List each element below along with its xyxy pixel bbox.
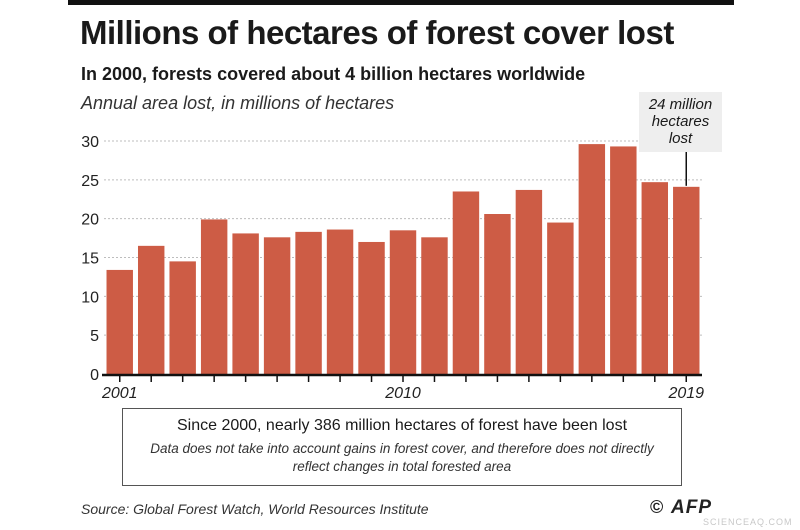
- y-axis-label: Annual area lost, in millions of hectare…: [81, 93, 395, 113]
- x-tick-label: 2019: [667, 385, 704, 402]
- source-text: Source: Global Forest Watch, World Resou…: [81, 501, 429, 517]
- bar-2019: [673, 186, 700, 374]
- bar-2004: [200, 219, 228, 374]
- afp-logo: AFP: [671, 497, 712, 518]
- bar-2013: [484, 214, 511, 374]
- x-tick-label: 2010: [384, 385, 421, 402]
- note-box: Since 2000, nearly 386 million hectares …: [122, 408, 682, 486]
- y-tick-label: 10: [81, 289, 99, 306]
- y-tick-label: 25: [81, 173, 99, 190]
- y-tick-label: 0: [90, 367, 99, 384]
- bar-2005: [232, 233, 259, 374]
- bar-2003: [169, 261, 196, 374]
- annotation-box: 24 million hectares lost: [639, 92, 722, 152]
- y-tick-label: 20: [81, 212, 99, 229]
- watermark-text: SCIENCEAQ.COM: [703, 517, 793, 527]
- bar-2009: [358, 241, 385, 374]
- bar-2008: [326, 229, 354, 374]
- bar-2001: [106, 269, 133, 374]
- bar-2007: [295, 231, 322, 374]
- bar-2012: [452, 191, 480, 374]
- bar-2015: [547, 222, 574, 374]
- copyright-symbol: ©: [650, 497, 664, 517]
- chart-title: Millions of hectares of forest cover los…: [80, 14, 674, 51]
- bar-2002: [137, 245, 165, 374]
- chart-subtitle: In 2000, forests covered about 4 billion…: [81, 64, 586, 84]
- note-main-text: Since 2000, nearly 386 million hectares …: [176, 417, 628, 434]
- bar-2016: [578, 144, 606, 374]
- bar-2006: [263, 237, 291, 374]
- bar-2010: [389, 230, 417, 374]
- y-tick-label: 30: [81, 134, 99, 151]
- bar-2017: [610, 146, 637, 374]
- note-sub-text: Data does not take into account gains in…: [150, 441, 654, 474]
- y-tick-label: 15: [81, 251, 99, 268]
- top-rule: [68, 0, 734, 5]
- x-tick-label: 2001: [101, 385, 138, 402]
- y-tick-label: 5: [90, 328, 99, 345]
- bar-2011: [421, 237, 448, 374]
- bar-2014: [515, 189, 543, 374]
- bar-2018: [641, 182, 669, 374]
